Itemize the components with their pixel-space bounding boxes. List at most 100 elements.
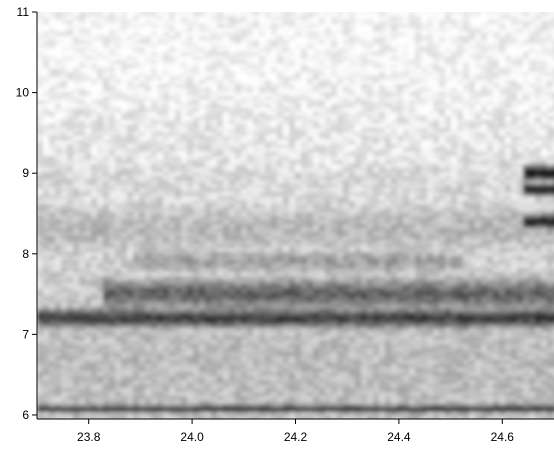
heatmap-cell — [235, 24, 242, 29]
heatmap-cell — [361, 140, 368, 145]
heatmap-cell — [493, 60, 500, 65]
heatmap-cell — [193, 16, 200, 21]
heatmap-cell — [445, 40, 452, 45]
heatmap-cell — [199, 72, 206, 77]
heatmap-cell — [307, 80, 314, 85]
heatmap-cell — [463, 180, 470, 185]
heatmap-cell — [475, 172, 482, 177]
heatmap-cell — [307, 232, 314, 237]
heatmap-cell — [547, 76, 554, 81]
heatmap-cell — [481, 204, 488, 209]
heatmap-cell — [157, 108, 164, 113]
heatmap-cell — [277, 180, 284, 185]
heatmap-cell — [43, 56, 50, 61]
heatmap-cell — [373, 36, 380, 41]
heatmap-cell — [169, 212, 176, 217]
heatmap-cell — [103, 156, 110, 161]
heatmap-cell — [235, 136, 242, 141]
heatmap-cell — [139, 60, 146, 65]
heatmap-cell — [511, 236, 518, 241]
heatmap-cell — [463, 124, 470, 129]
heatmap-cell — [61, 92, 68, 97]
heatmap-cell — [523, 220, 530, 225]
heatmap-cell — [487, 40, 494, 45]
heatmap-cell — [97, 128, 104, 133]
heatmap-cell — [493, 176, 500, 181]
heatmap-cell — [385, 172, 392, 177]
heatmap-cell — [295, 60, 302, 65]
heatmap-cell — [319, 64, 326, 69]
heatmap-cell — [73, 52, 80, 57]
heatmap-cell — [433, 104, 440, 109]
heatmap-cell — [487, 116, 494, 121]
heatmap-cell — [391, 80, 398, 85]
heatmap-cell — [415, 76, 422, 81]
heatmap-cell — [397, 220, 404, 225]
heatmap-cell — [421, 28, 428, 33]
heatmap-cell — [229, 16, 236, 21]
heatmap-cell — [49, 216, 56, 221]
heatmap-cell — [139, 48, 146, 53]
heatmap-cell — [373, 184, 380, 189]
heatmap-cell — [61, 192, 68, 197]
heatmap-cell — [403, 68, 410, 73]
heatmap-cell — [283, 200, 290, 205]
heatmap-cell — [247, 180, 254, 185]
heatmap-cell — [115, 32, 122, 37]
heatmap-cell — [205, 184, 212, 189]
heatmap-cell — [211, 104, 218, 109]
heatmap-cell — [55, 132, 62, 137]
heatmap-cell — [127, 68, 134, 73]
heatmap-cell — [223, 92, 230, 97]
heatmap-cell — [367, 188, 374, 193]
heatmap-cell — [511, 168, 518, 173]
heatmap-cell — [433, 148, 440, 153]
heatmap-cell — [277, 16, 284, 21]
heatmap-cell — [415, 52, 422, 57]
heatmap-cell — [265, 172, 272, 177]
heatmap-cell — [205, 148, 212, 153]
heatmap-cell — [253, 196, 260, 201]
heatmap-cell — [187, 156, 194, 161]
heatmap-cell — [343, 148, 350, 153]
heatmap-cell — [517, 48, 524, 53]
heatmap-cell — [265, 28, 272, 33]
heatmap-cell — [247, 68, 254, 73]
heatmap-cell — [391, 160, 398, 165]
heatmap-cell — [421, 188, 428, 193]
heatmap-cell — [319, 20, 326, 25]
heatmap-cell — [313, 72, 320, 77]
heatmap-cell — [271, 68, 278, 73]
heatmap-cell — [217, 32, 224, 37]
heatmap-cell — [427, 236, 434, 241]
heatmap-cell — [301, 44, 308, 49]
heatmap-cell — [163, 184, 170, 189]
heatmap-cell — [37, 72, 44, 77]
heatmap-cell — [361, 96, 368, 101]
heatmap-cell — [157, 116, 164, 121]
heatmap-cell — [277, 224, 284, 229]
heatmap-cell — [289, 44, 296, 49]
heatmap-cell — [37, 12, 44, 17]
heatmap-cell — [259, 156, 266, 161]
heatmap-cell — [259, 96, 266, 101]
heatmap-cell — [343, 104, 350, 109]
heatmap-cell — [133, 156, 140, 161]
heatmap-cell — [487, 180, 494, 185]
heatmap-cell — [451, 184, 458, 189]
heatmap-cell — [97, 108, 104, 113]
heatmap-cell — [307, 84, 314, 89]
heatmap-cell — [451, 160, 458, 165]
heatmap-cell — [523, 68, 530, 73]
heatmap-cell — [445, 224, 452, 229]
heatmap-cell — [157, 48, 164, 53]
heatmap-cell — [67, 200, 74, 205]
heatmap-cell — [499, 64, 506, 69]
heatmap-cell — [211, 176, 218, 181]
heatmap-cell — [67, 212, 74, 217]
heatmap-cell — [85, 132, 92, 137]
heatmap-cell — [229, 152, 236, 157]
heatmap-cell — [121, 116, 128, 121]
heatmap-cell — [271, 80, 278, 85]
heatmap-cell — [409, 52, 416, 57]
